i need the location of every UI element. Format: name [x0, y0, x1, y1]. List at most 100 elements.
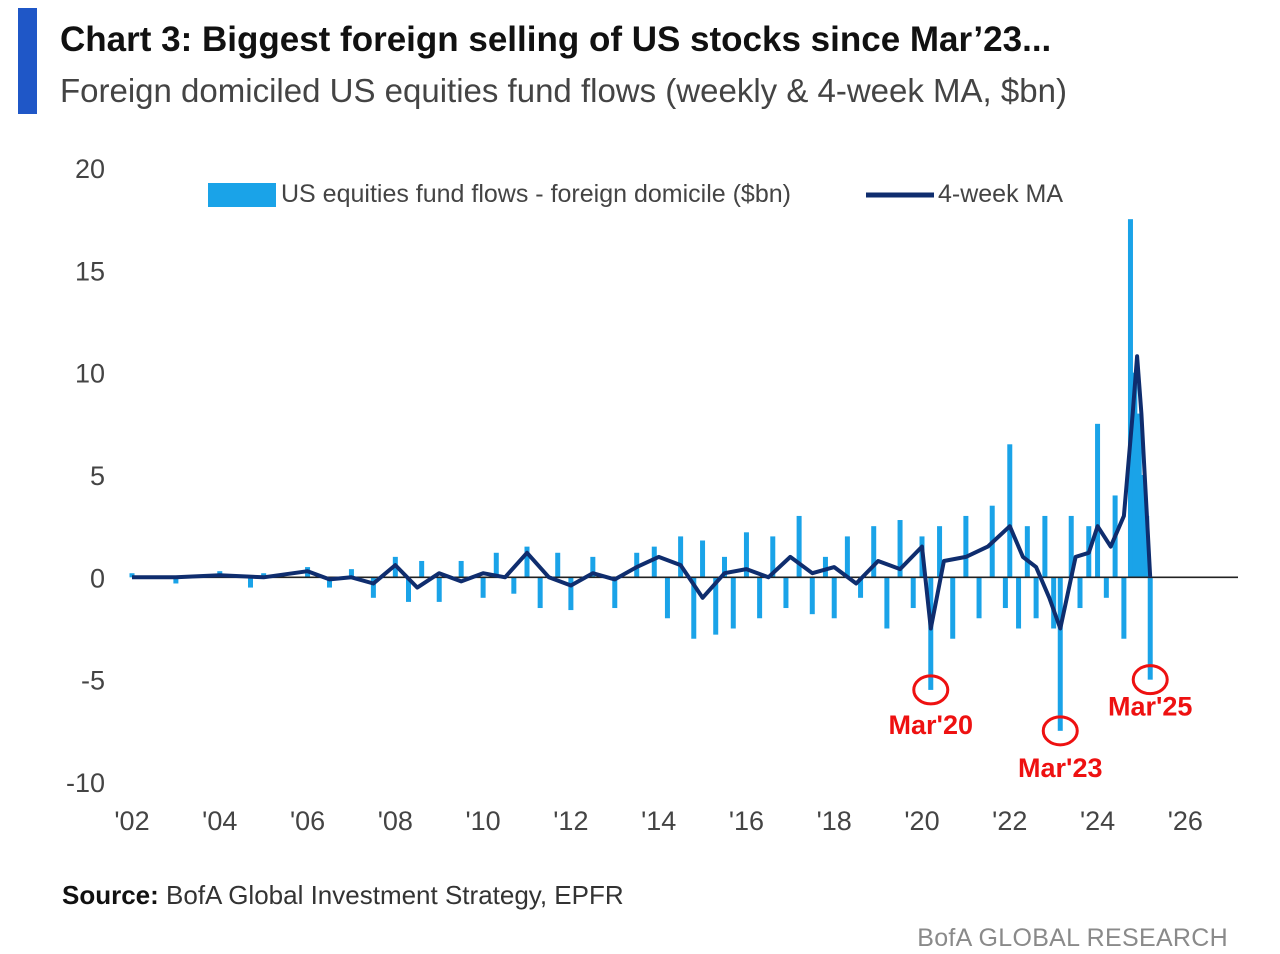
- weekly-bar: [1024, 526, 1030, 578]
- weekly-bar: [537, 577, 543, 609]
- weekly-bar: [511, 577, 517, 594]
- weekly-bar: [937, 526, 943, 578]
- x-tick-label: '16: [729, 806, 764, 836]
- weekly-bar: [129, 573, 135, 578]
- weekly-bar: [1147, 577, 1153, 680]
- y-tick-label: 15: [75, 256, 105, 286]
- weekly-bar: [590, 556, 596, 578]
- y-tick-label: 20: [75, 154, 105, 184]
- y-tick-label: 0: [90, 563, 105, 593]
- y-tick-label: 5: [90, 461, 105, 491]
- accent-bar: [18, 8, 37, 114]
- weekly-bar: [871, 526, 877, 578]
- weekly-bar: [722, 556, 727, 578]
- weekly-bar: [651, 546, 657, 578]
- brand-logo-text: BofA GLOBAL RESEARCH: [917, 924, 1228, 952]
- weekly-bar: [1033, 577, 1039, 619]
- weekly-bar: [822, 556, 828, 578]
- weekly-bar: [480, 577, 486, 598]
- weekly-bar: [1136, 413, 1142, 578]
- weekly-bar: [406, 577, 411, 602]
- weekly-bar: [248, 577, 253, 588]
- source-label: Source:: [62, 880, 159, 910]
- weekly-bar: [524, 546, 530, 578]
- weekly-bar: [664, 577, 670, 619]
- chart-canvas: 20 15 10 5 0 -5 -10 '02 '04 '06 '08 '10 '12 '14 '16 '1…: [66, 154, 1238, 836]
- x-tick-label: '08: [378, 806, 413, 836]
- source-note: Source: BofA Global Investment Strategy,…: [62, 880, 624, 911]
- x-tick-label: '02: [114, 806, 149, 836]
- legend-swatch-weekly: [208, 183, 276, 207]
- annotation-label: Mar'23: [1018, 753, 1102, 783]
- weekly-bars-series: [129, 219, 1153, 731]
- x-tick-label: '04: [202, 806, 237, 836]
- source-text: BofA Global Investment Strategy, EPFR: [158, 880, 624, 910]
- weekly-bar: [928, 577, 934, 690]
- weekly-bar: [1127, 219, 1133, 578]
- weekly-bar: [612, 577, 618, 609]
- weekly-bar: [783, 577, 789, 609]
- weekly-bar: [568, 577, 574, 611]
- weekly-bar: [897, 520, 903, 578]
- chart-subtitle: Foreign domiciled US equities fund flows…: [60, 72, 1067, 109]
- weekly-bar: [700, 540, 706, 578]
- x-axis: '02 '04 '06 '08 '10 '12 '14 '16 '18 '20 '22 '24 '26: [114, 806, 1203, 836]
- weekly-bar: [1132, 372, 1138, 578]
- weekly-bar: [1051, 577, 1057, 629]
- weekly-bar: [1002, 577, 1008, 609]
- weekly-bar: [678, 536, 684, 578]
- annotation-circle: [1041, 715, 1079, 747]
- annotation-circle: [912, 674, 950, 706]
- ma-line-series: [132, 354, 1153, 631]
- x-tick-label: '06: [290, 806, 325, 836]
- weekly-bar: [884, 577, 890, 629]
- weekly-bar: [770, 536, 776, 578]
- weekly-bar: [950, 577, 956, 639]
- weekly-bar: [844, 536, 850, 578]
- weekly-bar: [1121, 577, 1127, 639]
- weekly-bar: [1068, 515, 1074, 578]
- weekly-bar: [1007, 444, 1013, 578]
- weekly-bar: [858, 577, 864, 598]
- y-tick-label: 10: [75, 359, 105, 389]
- weekly-bar: [173, 577, 179, 584]
- weekly-bar: [976, 577, 982, 619]
- weekly-bar: [1141, 475, 1147, 578]
- annotation-label: Mar'25: [1108, 692, 1192, 722]
- weekly-bar: [1095, 423, 1101, 578]
- x-tick-label: '12: [553, 806, 588, 836]
- weekly-bar: [1057, 577, 1063, 731]
- weekly-bar: [1042, 515, 1048, 578]
- chart-title: Chart 3: Biggest foreign selling of US s…: [60, 20, 1052, 59]
- x-tick-label: '26: [1168, 806, 1203, 836]
- weekly-bar: [419, 560, 425, 578]
- weekly-bar: [730, 577, 736, 629]
- x-tick-label: '20: [904, 806, 939, 836]
- weekly-bar: [555, 552, 561, 578]
- y-tick-label: -10: [66, 768, 105, 798]
- weekly-bar: [1077, 577, 1083, 609]
- weekly-bar: [436, 577, 442, 602]
- y-tick-label: -5: [81, 666, 105, 696]
- weekly-bar: [370, 577, 376, 598]
- weekly-bar: [691, 577, 697, 639]
- weekly-bar: [713, 577, 719, 635]
- weekly-bar: [1103, 577, 1109, 598]
- weekly-bar: [757, 577, 763, 619]
- x-tick-label: '14: [641, 806, 676, 836]
- weekly-bar: [493, 552, 499, 578]
- legend-label-ma: 4-week MA: [938, 180, 1063, 208]
- weekly-bar: [831, 577, 837, 619]
- x-tick-label: '22: [992, 806, 1027, 836]
- weekly-bar: [458, 560, 464, 578]
- legend: US equities fund flows - foreign domicil…: [208, 180, 1063, 208]
- annotations: Mar'20 Mar'23 Mar'25: [889, 664, 1192, 783]
- weekly-bar: [809, 577, 815, 615]
- weekly-bar: [348, 569, 354, 578]
- legend-label-weekly: US equities fund flows - foreign domicil…: [281, 180, 791, 208]
- x-tick-label: '24: [1080, 806, 1115, 836]
- x-tick-label: '10: [466, 806, 501, 836]
- weekly-bar: [1016, 577, 1022, 629]
- weekly-bar: [743, 532, 749, 578]
- annotation-circle: [1131, 664, 1169, 696]
